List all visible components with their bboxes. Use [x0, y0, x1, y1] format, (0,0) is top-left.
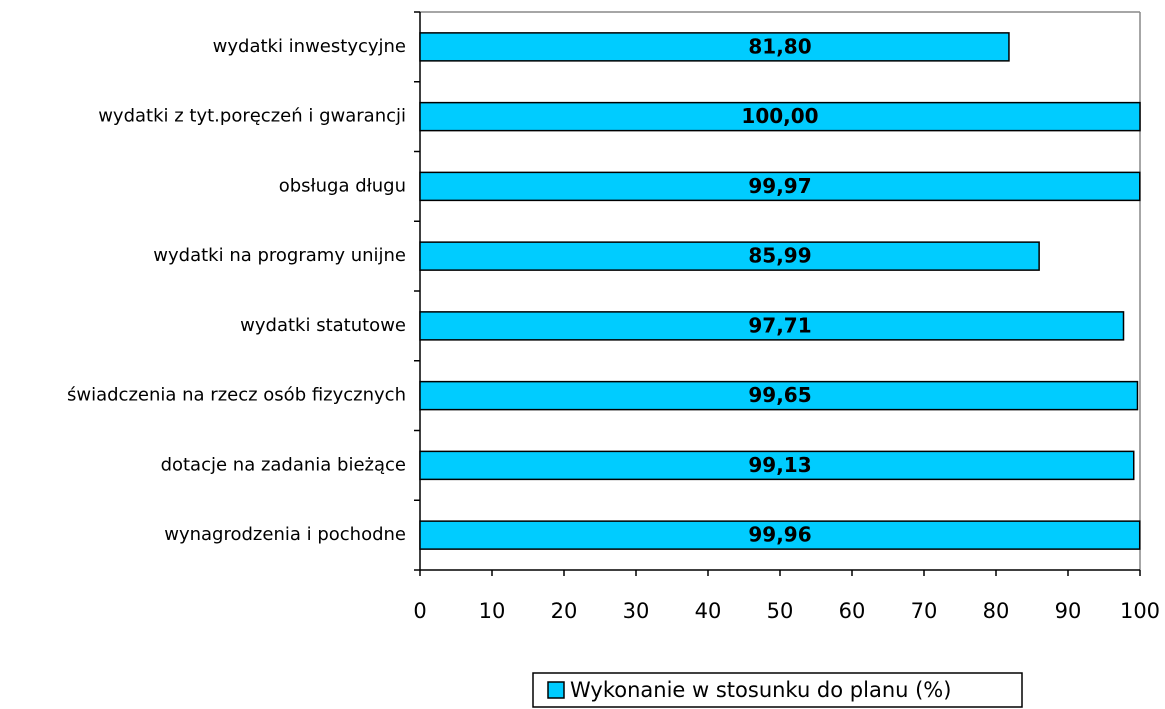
x-tick-label: 60 [839, 599, 866, 623]
bar [419, 380, 1139, 411]
data-label: 97,71 [748, 313, 811, 337]
x-tick-label: 70 [911, 599, 938, 623]
y-tick-label: wydatki inwestycyjne [213, 36, 406, 57]
legend-label: Wykonanie w stosunku do planu (%) [570, 678, 951, 702]
bar [419, 450, 1135, 481]
y-tick-label: wydatki z tyt.poręczeń i gwarancji [98, 106, 406, 127]
x-tick-label: 0 [413, 599, 426, 623]
y-tick-label: obsługa długu [279, 175, 406, 196]
x-tick-label: 20 [551, 599, 578, 623]
bar [419, 241, 1040, 271]
bar [419, 520, 1141, 550]
bar [419, 311, 1125, 341]
data-label: 81,80 [748, 34, 811, 58]
x-tick-label: 80 [983, 599, 1010, 623]
data-label: 100,00 [741, 104, 818, 128]
legend-box [532, 672, 1023, 708]
bar [419, 101, 1141, 132]
data-label: 99,96 [748, 523, 811, 547]
x-tick-label: 100 [1120, 599, 1160, 623]
data-label: 99,65 [748, 383, 811, 407]
y-tick-label: wydatki statutowe [240, 315, 406, 336]
x-tick-label: 10 [479, 599, 506, 623]
x-tick-label: 30 [623, 599, 650, 623]
x-tick-label: 50 [767, 599, 794, 623]
y-tick-label: dotacje na zadania bieżące [161, 454, 406, 475]
data-label: 85,99 [748, 244, 811, 268]
y-tick-label: wynagrodzenia i pochodne [164, 524, 406, 545]
y-tick-label: wydatki na programy unijne [153, 245, 406, 266]
data-label: 99,97 [748, 174, 811, 198]
x-tick-label: 90 [1055, 599, 1082, 623]
data-label: 99,13 [748, 453, 811, 477]
legend-swatch [547, 681, 565, 699]
bar [419, 32, 1010, 62]
x-tick-label: 40 [695, 599, 722, 623]
y-tick-label: świadczenia na rzecz osób fizycznych [67, 385, 406, 406]
bar [419, 171, 1141, 202]
